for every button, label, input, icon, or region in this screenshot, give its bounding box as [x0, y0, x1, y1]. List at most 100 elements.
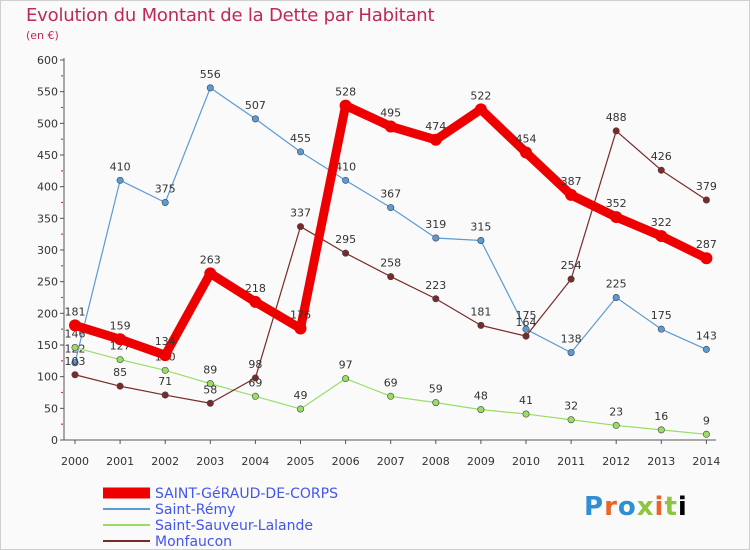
data-label: 181 — [470, 305, 491, 318]
legend-label: Saint-Rémy — [155, 502, 235, 518]
data-point — [339, 99, 352, 112]
logo-letter: r — [604, 492, 618, 522]
y-tick-label: 600 — [37, 54, 58, 67]
y-tick-label: 550 — [37, 86, 58, 99]
chart-subtitle: (en €) — [26, 29, 59, 42]
x-tick-label: 2003 — [196, 455, 224, 468]
data-label: 89 — [203, 364, 217, 377]
data-point — [522, 332, 530, 340]
data-label: 258 — [380, 257, 401, 270]
data-point — [477, 321, 485, 329]
data-label: 138 — [561, 333, 582, 346]
data-point — [612, 421, 620, 429]
data-label: 41 — [519, 394, 533, 407]
data-point — [612, 293, 620, 301]
data-point — [116, 176, 124, 184]
data-label: 49 — [294, 389, 308, 402]
data-point — [567, 416, 575, 424]
x-tick-label: 2006 — [332, 455, 360, 468]
data-label: 287 — [696, 238, 717, 251]
x-tick-label: 2001 — [106, 455, 134, 468]
data-point — [206, 380, 214, 388]
data-label: 454 — [516, 132, 537, 145]
data-point — [342, 176, 350, 184]
x-tick-label: 2005 — [287, 455, 315, 468]
y-tick-label: 350 — [37, 212, 58, 225]
x-tick-label: 2014 — [692, 455, 720, 468]
data-point — [432, 234, 440, 242]
x-tick-label: 2012 — [602, 455, 630, 468]
data-label: 507 — [245, 99, 266, 112]
data-point — [204, 267, 217, 280]
x-tick-label: 2013 — [647, 455, 675, 468]
data-point — [71, 359, 79, 367]
data-label: 23 — [609, 405, 623, 418]
data-label: 410 — [335, 160, 356, 173]
data-point — [296, 223, 304, 231]
data-label: 143 — [696, 329, 717, 342]
data-label: 295 — [335, 233, 356, 246]
data-label: 556 — [200, 68, 221, 81]
data-label: 375 — [155, 183, 176, 196]
data-label: 16 — [654, 410, 668, 423]
data-point — [342, 249, 350, 257]
data-point — [251, 374, 259, 382]
y-tick-label: 250 — [37, 276, 58, 289]
data-label: 263 — [200, 253, 221, 266]
legend-label: Saint-Sauveur-Lalande — [155, 518, 313, 534]
logo-letter: i — [677, 492, 688, 522]
logo-letter: i — [654, 492, 665, 522]
data-point — [612, 127, 620, 135]
data-point — [657, 426, 665, 434]
data-point — [116, 356, 124, 364]
y-tick-label: 300 — [37, 244, 58, 257]
y-tick-label: 0 — [51, 434, 58, 447]
data-label: 319 — [425, 218, 446, 231]
data-label: 98 — [248, 358, 262, 371]
data-point — [206, 84, 214, 92]
data-label: 225 — [606, 278, 627, 291]
legend-label: Monfaucon — [155, 534, 232, 550]
data-point — [116, 382, 124, 390]
x-tick-label: 2009 — [467, 455, 495, 468]
data-point — [69, 319, 81, 332]
y-tick-label: 500 — [37, 117, 58, 130]
y-tick-label: 450 — [37, 149, 58, 162]
logo-letter: t — [664, 492, 678, 522]
data-label: 134 — [155, 335, 176, 348]
y-tick-label: 400 — [37, 181, 58, 194]
data-label: 218 — [245, 282, 266, 295]
data-label: 528 — [335, 86, 356, 99]
x-tick-label: 2002 — [151, 455, 179, 468]
y-tick-label: 150 — [37, 339, 58, 352]
data-label: 379 — [696, 180, 717, 193]
data-label: 337 — [290, 207, 311, 220]
data-point — [567, 349, 575, 357]
data-point — [567, 275, 575, 283]
x-tick-label: 2011 — [557, 455, 585, 468]
data-point — [477, 406, 485, 414]
series-line — [73, 101, 709, 360]
data-point — [251, 115, 259, 123]
data-point — [294, 322, 307, 335]
logo-letter: P — [584, 492, 605, 522]
data-label: 495 — [380, 107, 401, 120]
legend-label: SAINT-GéRAUD-DE-CORPS — [155, 486, 338, 502]
data-label: 410 — [110, 160, 131, 173]
data-label: 488 — [606, 111, 627, 124]
data-label: 322 — [651, 216, 672, 229]
data-label: 387 — [561, 175, 582, 188]
data-label: 48 — [474, 390, 488, 403]
x-tick-label: 2010 — [512, 455, 540, 468]
data-point — [296, 148, 304, 156]
x-tick-label: 2000 — [61, 455, 89, 468]
data-point — [387, 392, 395, 400]
data-point — [655, 230, 668, 243]
x-tick-label: 2008 — [422, 455, 450, 468]
data-label: 254 — [561, 259, 582, 272]
data-label: 9 — [703, 414, 710, 427]
data-point — [384, 120, 397, 133]
data-point — [477, 237, 485, 245]
data-label: 69 — [384, 376, 398, 389]
